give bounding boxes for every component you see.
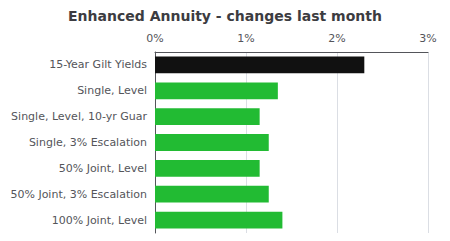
svg-text:Single, Level: Single, Level bbox=[77, 84, 147, 97]
svg-text:50% Joint, 3% Escalation: 50% Joint, 3% Escalation bbox=[10, 188, 147, 201]
svg-text:2%: 2% bbox=[328, 32, 345, 45]
svg-text:3%: 3% bbox=[419, 32, 436, 45]
svg-text:Single, 3% Escalation: Single, 3% Escalation bbox=[29, 136, 147, 149]
svg-text:15-Year Gilt Yields: 15-Year Gilt Yields bbox=[49, 58, 147, 71]
svg-text:Enhanced Annuity - changes las: Enhanced Annuity - changes last month bbox=[68, 8, 382, 24]
svg-text:Single, Level, 10-yr Guar: Single, Level, 10-yr Guar bbox=[11, 110, 147, 123]
svg-text:100% Joint, Level: 100% Joint, Level bbox=[52, 214, 147, 227]
svg-text:0%: 0% bbox=[146, 32, 163, 45]
svg-text:1%: 1% bbox=[237, 32, 254, 45]
svg-text:50% Joint, Level: 50% Joint, Level bbox=[59, 162, 147, 175]
